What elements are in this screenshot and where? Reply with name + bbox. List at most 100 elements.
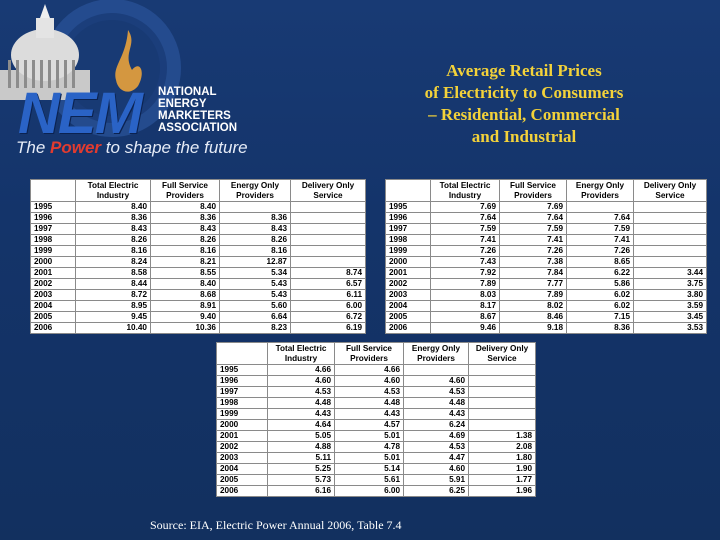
year-cell: 2006 xyxy=(216,485,268,497)
year-cell: 1999 xyxy=(30,245,76,257)
column-header-line: Providers xyxy=(166,191,204,200)
price-cell: 4.66 xyxy=(267,364,335,376)
price-cell: 6.02 xyxy=(566,289,634,301)
price-cell: 7.69 xyxy=(430,201,500,213)
year-cell: 1998 xyxy=(30,234,76,246)
column-header: Energy Only Providers xyxy=(403,342,469,365)
title-line: of Electricity to Consumers xyxy=(424,83,624,102)
price-cell: 8.68 xyxy=(150,289,220,301)
price-cell xyxy=(468,386,536,398)
price-cell: 8.72 xyxy=(75,289,151,301)
commercial-price-table: Total Electric Industry Full Service Provid… xyxy=(385,179,707,334)
price-cell: 3.75 xyxy=(633,278,707,290)
year-cell: 2006 xyxy=(385,322,431,334)
price-cell: 5.43 xyxy=(219,278,291,290)
price-cell: 7.59 xyxy=(566,223,634,235)
year-cell: 2005 xyxy=(30,311,76,323)
price-cell: 8.26 xyxy=(75,234,151,246)
year-cell: 2001 xyxy=(216,430,268,442)
price-cell xyxy=(468,408,536,420)
price-cell: 4.48 xyxy=(267,397,335,409)
column-header: Delivery Only Service xyxy=(290,179,366,202)
price-cell: 6.00 xyxy=(290,300,366,312)
year-cell: 2004 xyxy=(30,300,76,312)
price-cell: 8.23 xyxy=(219,322,291,334)
table-row: 1995 7.69 7.69 xyxy=(385,201,707,213)
price-cell: 10.36 xyxy=(150,322,220,334)
logo-tagline: The Power to shape the future xyxy=(16,138,248,158)
column-header-line: Total Electric xyxy=(87,181,139,190)
price-cell: 5.43 xyxy=(219,289,291,301)
price-cell: 6.11 xyxy=(290,289,366,301)
price-cell: 6.16 xyxy=(267,485,335,497)
price-cell: 4.47 xyxy=(403,452,469,464)
column-header: Delivery Only Service xyxy=(468,342,536,365)
price-cell: 5.11 xyxy=(267,452,335,464)
year-cell: 2003 xyxy=(216,452,268,464)
column-header-line: Delivery Only xyxy=(475,344,529,353)
price-cell xyxy=(290,212,366,224)
price-cell: 4.60 xyxy=(334,375,404,387)
table-row: 2004 5.25 5.14 4.60 1.90 xyxy=(216,463,536,475)
logo-name-line: MARKETERS xyxy=(158,110,231,122)
year-cell: 1998 xyxy=(385,234,431,246)
year-cell: 2002 xyxy=(30,278,76,290)
price-cell: 4.57 xyxy=(334,419,404,431)
price-cell: 6.22 xyxy=(566,267,634,279)
price-cell: 8.36 xyxy=(75,212,151,224)
title-line: Average Retail Prices xyxy=(446,61,602,80)
price-cell: 7.77 xyxy=(499,278,567,290)
logo-org-name: NATIONAL ENERGY MARKETERS ASSOCIATION xyxy=(158,86,237,134)
table-row: 2000 8.24 8.21 12.87 xyxy=(30,256,366,268)
column-header-line: Service xyxy=(313,191,343,200)
price-cell: 6.24 xyxy=(403,419,469,431)
year-cell: 1999 xyxy=(385,245,431,257)
price-cell: 6.64 xyxy=(219,311,291,323)
year-cell: 2001 xyxy=(385,267,431,279)
year-cell: 2000 xyxy=(385,256,431,268)
column-header: Full Service Providers xyxy=(334,342,404,365)
price-cell xyxy=(468,397,536,409)
table-row: 2000 4.64 4.57 6.24 xyxy=(216,419,536,431)
table-row: 2003 8.72 8.68 5.43 6.11 xyxy=(30,289,366,301)
table-row: 2006 9.46 9.18 8.36 3.53 xyxy=(385,322,707,334)
price-cell: 4.43 xyxy=(267,408,335,420)
price-cell xyxy=(468,375,536,387)
price-cell: 8.95 xyxy=(75,300,151,312)
price-cell: 7.84 xyxy=(499,267,567,279)
table-row: 1995 4.66 4.66 xyxy=(216,364,536,376)
year-cell: 1995 xyxy=(385,201,431,213)
column-header: Total Electric Industry xyxy=(75,179,151,202)
price-cell: 8.03 xyxy=(430,289,500,301)
price-cell: 7.89 xyxy=(430,278,500,290)
price-cell: 8.21 xyxy=(150,256,220,268)
year-cell: 2006 xyxy=(30,322,76,334)
column-header-line: Industry xyxy=(448,191,482,200)
column-header-line: Energy Only xyxy=(230,181,280,190)
table-row: 2006 6.16 6.00 6.25 1.96 xyxy=(216,485,536,497)
column-header-line: Providers xyxy=(581,191,619,200)
price-cell xyxy=(566,201,634,213)
price-cell xyxy=(290,234,366,246)
price-cell xyxy=(468,364,536,376)
table-row: 1997 8.43 8.43 8.43 xyxy=(30,223,366,235)
price-cell: 8.43 xyxy=(75,223,151,235)
year-cell: 1996 xyxy=(30,212,76,224)
price-cell: 7.59 xyxy=(430,223,500,235)
price-cell: 5.91 xyxy=(403,474,469,486)
price-cell: 5.60 xyxy=(219,300,291,312)
price-cell: 12.87 xyxy=(219,256,291,268)
price-cell: 8.40 xyxy=(150,278,220,290)
price-cell: 8.67 xyxy=(430,311,500,323)
year-cell: 1995 xyxy=(30,201,76,213)
column-header: Total Electric Industry xyxy=(267,342,335,365)
table-row: 2005 9.45 9.40 6.64 6.72 xyxy=(30,311,366,323)
table-row: 1996 8.36 8.36 8.36 xyxy=(30,212,366,224)
price-cell: 5.25 xyxy=(267,463,335,475)
price-cell: 7.64 xyxy=(430,212,500,224)
price-cell: 1.96 xyxy=(468,485,536,497)
price-cell: 8.36 xyxy=(219,212,291,224)
price-cell: 5.01 xyxy=(334,452,404,464)
column-header-line: Industry xyxy=(284,354,318,363)
